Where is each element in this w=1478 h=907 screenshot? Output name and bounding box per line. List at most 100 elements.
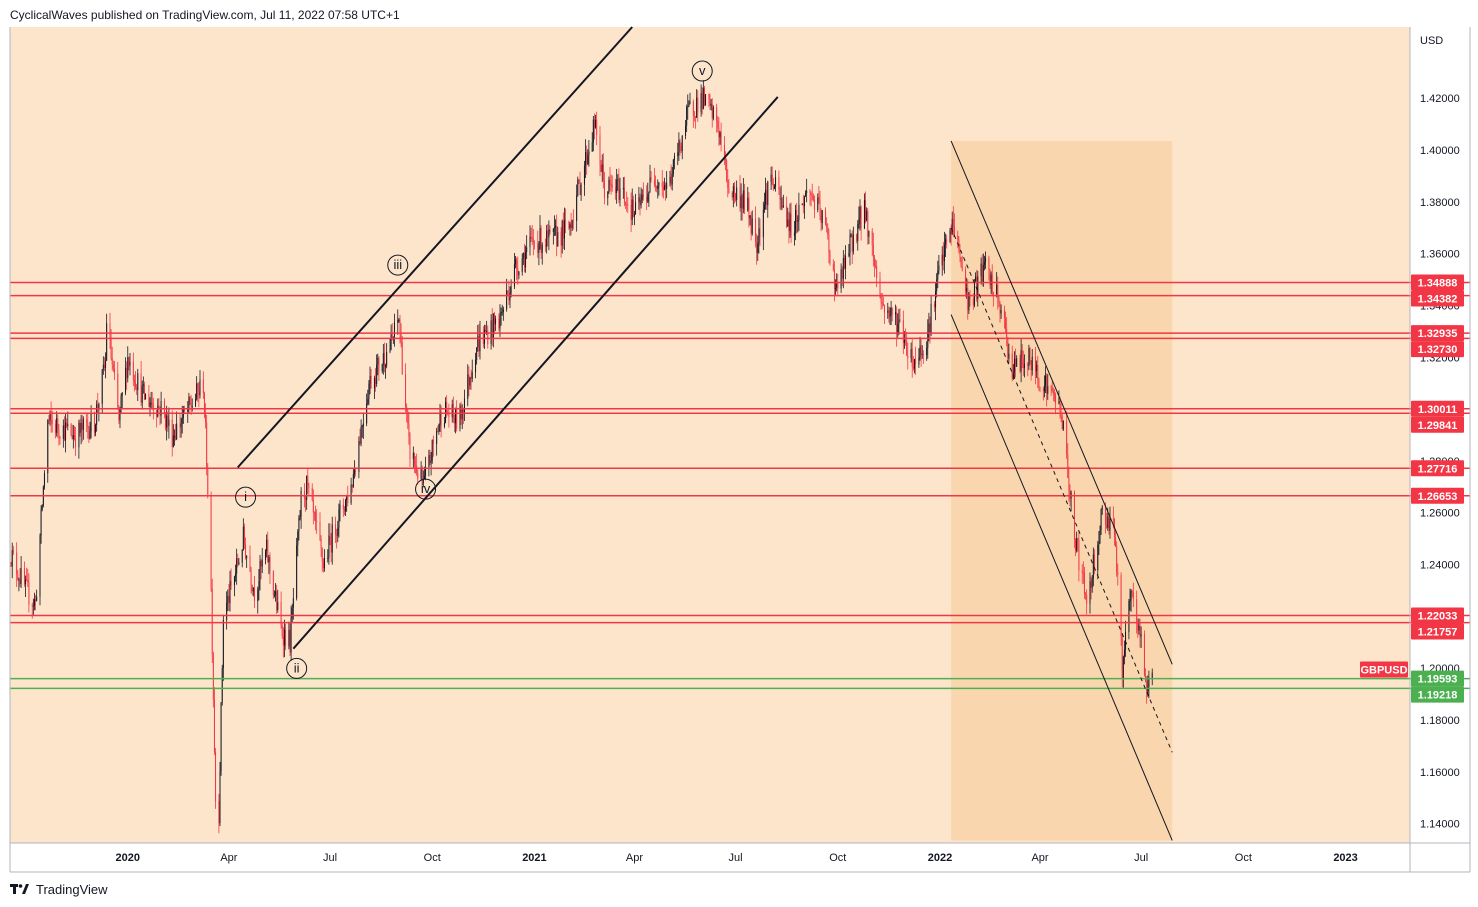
x-tick-label: Jul [729, 852, 743, 864]
candle-body [119, 407, 121, 421]
candle-body [899, 319, 901, 321]
candle-body [179, 423, 181, 428]
candle-body [132, 361, 134, 380]
candle-body [398, 319, 400, 321]
candle-body [663, 184, 665, 190]
candle-body [678, 140, 680, 153]
candle-body [758, 228, 760, 244]
candle-body [607, 191, 609, 198]
candle-body [673, 155, 675, 160]
candle-body [596, 119, 598, 135]
candle-body [25, 579, 27, 585]
level-badge [1411, 400, 1464, 417]
candle-body [531, 237, 533, 239]
candle-body [215, 752, 217, 802]
candle-body [640, 199, 642, 206]
candle-body [500, 312, 502, 316]
candle-body [422, 479, 424, 483]
candle-body [47, 420, 49, 474]
candle-body [63, 425, 65, 441]
candle-body [863, 200, 865, 229]
candle-body [467, 374, 469, 399]
candle-body [190, 402, 192, 407]
candle-body [443, 422, 445, 427]
candle-body [775, 177, 777, 187]
candle-body [1022, 357, 1024, 369]
candle-body [848, 253, 850, 257]
candle-body [943, 244, 945, 262]
candle-body [343, 509, 345, 512]
candle-body [767, 181, 769, 206]
trend-line-down-lower [950, 314, 1173, 841]
candle-body [732, 186, 734, 198]
candle-body [828, 235, 830, 253]
candle-body [859, 206, 861, 219]
candle-body [150, 402, 152, 404]
candle-body [59, 436, 61, 439]
candle-body [677, 152, 679, 156]
candle-body [1023, 363, 1025, 369]
candle-body [41, 505, 43, 510]
candle-body [568, 220, 570, 229]
candle-body [313, 512, 315, 514]
candle-body [172, 435, 174, 448]
candle-body [229, 581, 231, 604]
candle-body [145, 394, 147, 400]
candle-body [977, 276, 979, 299]
candle-body [813, 199, 815, 211]
candle-body [462, 409, 464, 413]
candle-body [342, 504, 344, 510]
wave-label-circle [286, 657, 308, 679]
candle-body [323, 558, 325, 569]
candle-body [1031, 356, 1033, 371]
candle-body [157, 405, 159, 417]
level-badge [1411, 623, 1464, 640]
candle-body [560, 232, 562, 246]
x-tick-label: Jul [323, 852, 337, 864]
candle-body [322, 561, 324, 569]
candle-body [618, 179, 620, 200]
candle-body [880, 295, 882, 303]
plot-area[interactable] [10, 27, 1410, 843]
candle-body [711, 103, 713, 119]
candle-body [461, 409, 463, 420]
candle-body [1050, 386, 1052, 388]
candle-body [205, 414, 207, 423]
candle-body [48, 420, 50, 422]
candle-body [541, 244, 543, 253]
candle-body [983, 262, 985, 265]
candle-body [1019, 358, 1021, 372]
candle-body [477, 336, 479, 348]
candle-body [872, 244, 874, 258]
candle-body [1066, 421, 1068, 455]
candle-body [19, 579, 21, 585]
candle-body [631, 199, 633, 220]
candle-body [969, 294, 971, 299]
candle-body [695, 116, 697, 118]
candle-body [866, 210, 868, 221]
candle-body [197, 383, 199, 392]
candle-body [355, 470, 357, 473]
candle-body [991, 274, 993, 293]
candle-body [120, 395, 122, 408]
candle-body [572, 220, 574, 222]
candle-body [1105, 507, 1107, 525]
candle-body [989, 269, 991, 286]
candle-body [241, 549, 243, 563]
candle-body [399, 319, 401, 334]
candle-body [261, 560, 263, 567]
candle-body [257, 589, 259, 602]
candle-body [36, 596, 38, 601]
candle-body [1137, 621, 1139, 631]
candle-body [1106, 524, 1108, 528]
candle-body [1146, 681, 1148, 692]
time-axis-ticks[interactable]: 2020 Apr Jul Oct 2021 Apr Jul Oct 2022 Apr Jul Oct 2… [116, 852, 1358, 864]
candle-body [576, 195, 578, 221]
candle-body [438, 424, 440, 432]
candle-body [709, 98, 711, 106]
candle-body [17, 574, 19, 581]
candle-body [31, 604, 33, 606]
candle-body [920, 345, 922, 355]
candle-body [852, 234, 854, 252]
